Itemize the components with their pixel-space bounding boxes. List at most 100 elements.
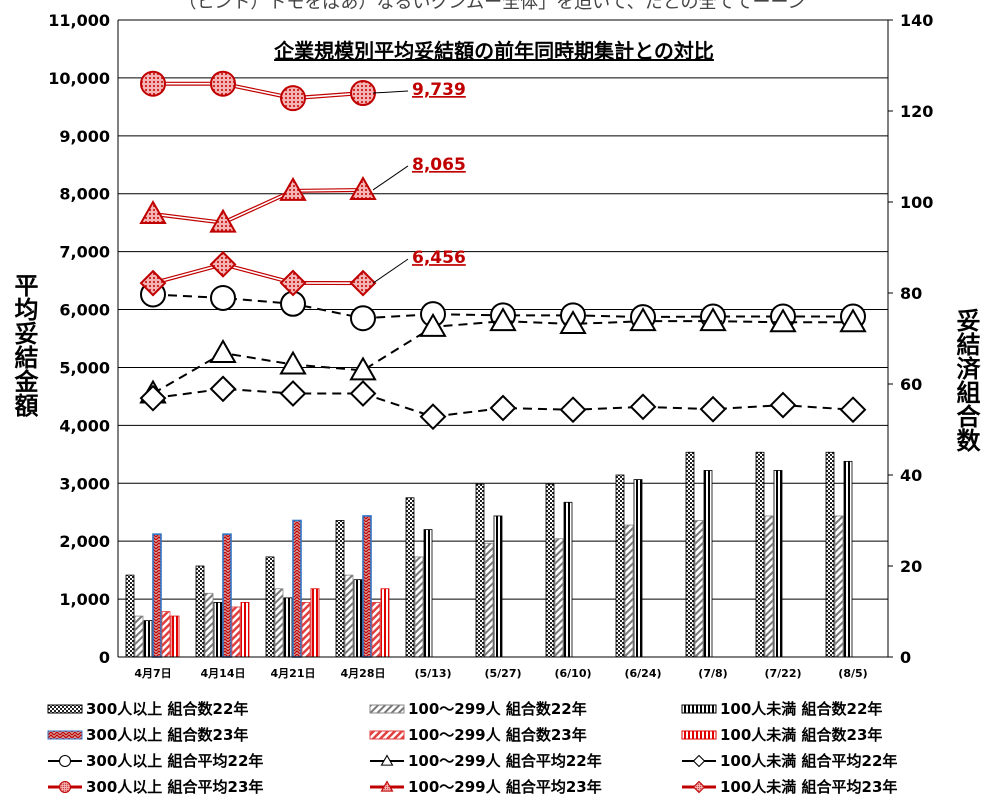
- marker-2-5: [489, 394, 517, 422]
- annotations: 9,739 8,065 6,456: [372, 80, 466, 284]
- marker-5-1: [209, 250, 237, 278]
- y-left-tick-label: 1,000: [59, 590, 110, 609]
- line-4-inner: [152, 189, 364, 224]
- bars: [125, 451, 853, 658]
- x-tick-label: (5/13): [414, 667, 451, 680]
- bar-1-8: [694, 520, 704, 658]
- y-right-tick-label: 20: [900, 557, 922, 576]
- bar-1-4: [414, 556, 424, 658]
- marker-2-10: [839, 396, 867, 424]
- legend-item: 100人未満 組合数23年: [681, 726, 882, 744]
- legend-label: 100～299人 組合数22年: [408, 700, 587, 718]
- bar-1-6: [554, 538, 564, 658]
- annotation-leader: [372, 258, 409, 284]
- bar-1-0: [134, 615, 144, 658]
- marker-5-3: [349, 269, 377, 297]
- legend-item: 300人以上 組合平均23年: [48, 778, 263, 796]
- marker-1-5: [489, 307, 517, 332]
- grid-lines: [118, 19, 888, 658]
- y-right-tick-label: 80: [900, 284, 922, 303]
- legend-swatch: [681, 704, 717, 714]
- marker-2-9: [769, 391, 797, 419]
- legend-swatch: [369, 704, 405, 714]
- x-tick-label: (7/22): [764, 667, 801, 680]
- y-left-tick-label: 11,000: [48, 11, 110, 30]
- marker-5-2: [279, 269, 307, 297]
- x-tick-label: (6/10): [554, 667, 591, 680]
- legend-label: 300人以上 組合数23年: [86, 726, 248, 744]
- bar-4-0: [161, 611, 171, 658]
- legend-label: 300人以上 組合平均22年: [86, 752, 263, 770]
- legend-item: 100人未満 組合平均22年: [682, 752, 897, 770]
- y-left-tick-label: 4,000: [59, 416, 110, 435]
- bar-0-9: [755, 451, 765, 658]
- legend-swatch: [369, 730, 405, 740]
- bar-1-1: [204, 592, 214, 658]
- bar-2-2: [283, 597, 293, 658]
- legend-label: 100人未満 組合数22年: [720, 700, 882, 718]
- marker-3-0: [140, 70, 166, 97]
- y-right-tick-label: 60: [900, 375, 922, 394]
- legend-item: 100人未満 組合平均23年: [682, 778, 897, 796]
- marker-0-1: [210, 284, 236, 311]
- bar-3-1: [222, 533, 232, 658]
- line-5-inner: [152, 263, 364, 284]
- bar-5-1: [240, 602, 250, 658]
- line-1: [152, 320, 853, 395]
- annotation-label: 6,456: [412, 248, 466, 268]
- line-3-inner: [153, 82, 364, 99]
- bar-5-3: [380, 588, 390, 658]
- bar-2-1: [213, 602, 223, 658]
- y-left-tick-label: 0: [99, 648, 110, 667]
- x-tick-label: 4月7日: [134, 667, 171, 680]
- bar-4-2: [301, 602, 311, 658]
- legend-marker: [380, 754, 394, 766]
- lines: [139, 70, 867, 431]
- y-right-tick-label: 140: [900, 11, 933, 30]
- legend: 300人以上 組合数22年 100～299人 組合数22年 100人未満 組合数22…: [47, 700, 897, 796]
- y-left-tick-label: 7,000: [59, 243, 110, 262]
- marker-4-1: [209, 208, 237, 233]
- bar-1-3: [344, 574, 354, 658]
- bar-0-7: [615, 474, 625, 658]
- bar-1-5: [484, 542, 494, 658]
- legend-marker: [380, 780, 394, 792]
- legend-marker: [58, 754, 72, 768]
- legend-item: 100～299人 組合数23年: [369, 726, 587, 744]
- bar-0-1: [195, 565, 205, 658]
- legend-label: 100人未満 組合数23年: [720, 726, 882, 744]
- legend-label: 100人未満 組合平均23年: [720, 778, 897, 796]
- bar-1-7: [624, 524, 634, 658]
- bar-2-7: [633, 479, 643, 658]
- bar-2-10: [843, 460, 853, 658]
- legend-swatch: [47, 730, 83, 740]
- y-right-tick-label: 100: [900, 193, 933, 212]
- marker-0-3: [350, 305, 376, 332]
- y-axis-right-title: 妥結済組合数: [952, 308, 980, 453]
- marker-3-1: [210, 70, 236, 97]
- legend-item: 300人以上 組合数23年: [47, 726, 248, 744]
- legend-label: 100～299人 組合平均22年: [408, 752, 602, 770]
- legend-label: 100人未満 組合平均22年: [720, 752, 897, 770]
- y-right-tick-label: 40: [900, 466, 922, 485]
- annotation-label: 8,065: [412, 155, 466, 175]
- bar-0-4: [405, 497, 415, 658]
- marker-2-0: [139, 384, 167, 412]
- marker-2-6: [559, 396, 587, 424]
- marker-3-3: [350, 80, 376, 107]
- y-left-tick-label: 10,000: [48, 69, 110, 88]
- marker-2-2: [279, 380, 307, 407]
- x-tick-label: (7/8): [698, 667, 727, 680]
- marker-5-0: [139, 269, 167, 297]
- annotation-leader: [372, 165, 409, 191]
- y-left-tick-label: 6,000: [59, 301, 110, 320]
- marker-2-8: [699, 395, 727, 423]
- bar-2-9: [773, 470, 783, 658]
- marker-2-3: [349, 380, 377, 407]
- bar-0-8: [685, 451, 695, 658]
- y-left-tick-label: 3,000: [59, 474, 110, 493]
- axes: 0 1,000 2,000 3,000 4,000 5,000 6,000 7,000 8,00…: [48, 11, 933, 680]
- bar-1-9: [764, 515, 774, 658]
- legend-item: 100～299人 組合平均23年: [370, 778, 602, 796]
- bar-0-2: [265, 556, 275, 658]
